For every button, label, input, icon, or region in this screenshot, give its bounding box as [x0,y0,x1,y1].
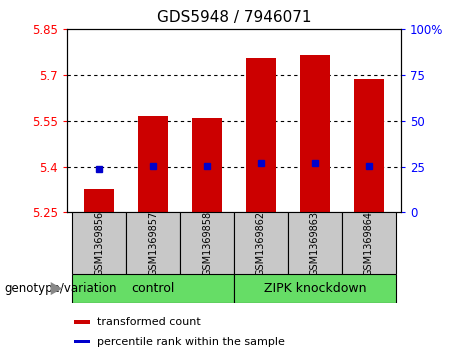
FancyBboxPatch shape [234,212,288,274]
FancyBboxPatch shape [288,212,342,274]
FancyBboxPatch shape [126,212,180,274]
FancyBboxPatch shape [72,274,234,303]
Text: transformed count: transformed count [97,317,201,327]
Text: GSM1369863: GSM1369863 [310,211,320,276]
Text: control: control [131,282,175,295]
Text: GSM1369856: GSM1369856 [94,211,104,276]
Text: percentile rank within the sample: percentile rank within the sample [97,337,285,347]
Text: GSM1369857: GSM1369857 [148,211,158,276]
Text: GSM1369858: GSM1369858 [202,211,212,276]
Text: GSM1369862: GSM1369862 [256,211,266,276]
Bar [73,321,90,324]
Bar [246,58,276,212]
FancyBboxPatch shape [180,212,234,274]
Bar [73,340,90,343]
Bar [84,189,114,212]
FancyBboxPatch shape [342,212,396,274]
FancyBboxPatch shape [72,212,126,274]
FancyBboxPatch shape [234,274,396,303]
Text: ZIPK knockdown: ZIPK knockdown [264,282,366,295]
Bar [300,55,330,212]
Bar [138,116,168,212]
Bar [192,118,222,212]
Title: GDS5948 / 7946071: GDS5948 / 7946071 [157,10,311,25]
Bar [354,79,384,212]
Text: genotype/variation: genotype/variation [5,282,117,295]
Text: GSM1369864: GSM1369864 [364,211,374,276]
